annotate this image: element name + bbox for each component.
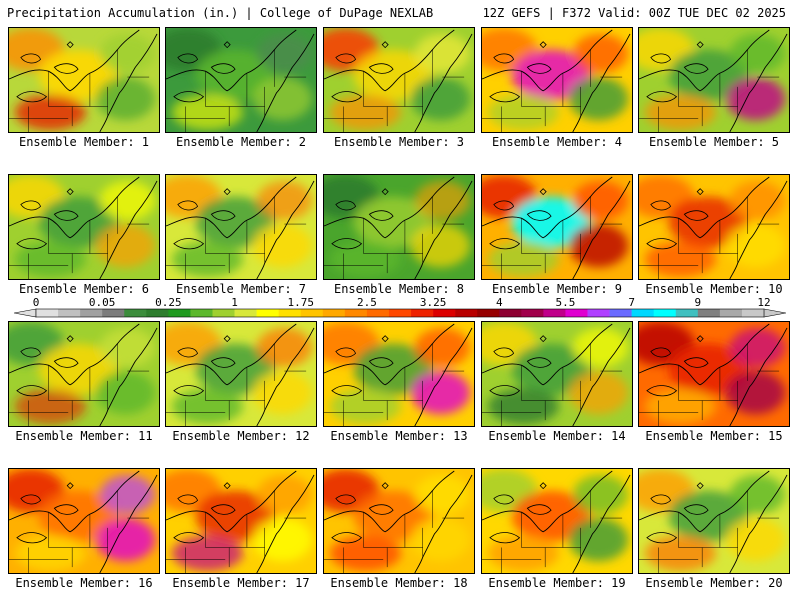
colorbar-swatch bbox=[322, 309, 346, 317]
ensemble-member-label: Ensemble Member: 12 bbox=[172, 429, 310, 443]
colorbar-swatch bbox=[499, 309, 522, 317]
colorbar-tick-label: 0.05 bbox=[89, 296, 116, 309]
colorbar-swatch bbox=[124, 309, 147, 317]
colorbar-tick-label: 0.25 bbox=[155, 296, 182, 309]
colorbar-swatch bbox=[521, 309, 544, 317]
ensemble-map-19 bbox=[481, 468, 633, 574]
ensemble-map-13 bbox=[323, 321, 475, 427]
ensemble-member-label: Ensemble Member: 11 bbox=[15, 429, 153, 443]
ensemble-member-label: Ensemble Member: 2 bbox=[175, 135, 307, 149]
colorbar-tick-label: 9 bbox=[695, 296, 702, 309]
ensemble-member-label: Ensemble Member: 15 bbox=[645, 429, 783, 443]
colorbar-tick-label: 2.5 bbox=[357, 296, 377, 309]
colorbar-tick-label: 1.75 bbox=[287, 296, 314, 309]
colorbar-tick-label: 0 bbox=[33, 296, 40, 309]
colorbar-tick-label: 4 bbox=[496, 296, 503, 309]
ensemble-map-15 bbox=[638, 321, 790, 427]
colorbar-tick-label: 5.5 bbox=[556, 296, 576, 309]
ensemble-member-label: Ensemble Member: 16 bbox=[15, 576, 153, 590]
precipitation-colorbar: 0 0.05 0.25 1 1.75 2.5 3.25 4 5.5 7 9 12 bbox=[14, 296, 786, 320]
colorbar-tick-label: 3.25 bbox=[420, 296, 447, 309]
colorbar-swatch bbox=[719, 309, 743, 317]
ensemble-map-20 bbox=[638, 468, 790, 574]
colorbar-swatch bbox=[168, 309, 191, 317]
colorbar-swatch bbox=[697, 309, 721, 317]
colorbar-swatch bbox=[455, 309, 478, 317]
colorbar-swatch bbox=[609, 309, 632, 317]
colorbar-swatch bbox=[300, 309, 324, 317]
ensemble-map-5 bbox=[638, 27, 790, 133]
ensemble-member-label: Ensemble Member: 9 bbox=[491, 282, 623, 296]
colorbar-swatch bbox=[411, 309, 434, 317]
colorbar-swatch bbox=[36, 309, 59, 317]
colorbar-swatch bbox=[366, 309, 390, 317]
ensemble-map-9 bbox=[481, 174, 633, 280]
ensemble-member-label: Ensemble Member: 14 bbox=[488, 429, 626, 443]
ensemble-member-label: Ensemble Member: 18 bbox=[330, 576, 468, 590]
colorbar-swatch bbox=[234, 309, 257, 317]
colorbar-tick-label: 1 bbox=[231, 296, 238, 309]
colorbar-swatch bbox=[631, 309, 654, 317]
colorbar-swatch bbox=[675, 309, 699, 317]
ensemble-member-label: Ensemble Member: 7 bbox=[175, 282, 307, 296]
ensemble-map-17 bbox=[165, 468, 317, 574]
ensemble-member-label: Ensemble Member: 3 bbox=[333, 135, 465, 149]
colorbar-swatch bbox=[565, 309, 588, 317]
ensemble-member-label: Ensemble Member: 13 bbox=[330, 429, 468, 443]
colorbar-swatch bbox=[256, 309, 279, 317]
colorbar-swatch bbox=[543, 309, 566, 317]
colorbar-swatch bbox=[102, 309, 125, 317]
model-valid-time: 12Z GEFS | F372 Valid: 00Z TUE DEC 02 20… bbox=[482, 6, 786, 20]
colorbar-swatch bbox=[212, 309, 235, 317]
ensemble-map-12 bbox=[165, 321, 317, 427]
colorbar-swatch bbox=[587, 309, 610, 317]
colorbar-swatch bbox=[58, 309, 81, 317]
ensemble-map-16 bbox=[8, 468, 160, 574]
ensemble-member-label: Ensemble Member: 8 bbox=[333, 282, 465, 296]
colorbar-swatch bbox=[190, 309, 213, 317]
ensemble-member-label: Ensemble Member: 10 bbox=[645, 282, 783, 296]
ensemble-member-label: Ensemble Member: 6 bbox=[18, 282, 150, 296]
colorbar-swatch bbox=[344, 309, 368, 317]
ensemble-member-label: Ensemble Member: 5 bbox=[648, 135, 780, 149]
ensemble-map-18 bbox=[323, 468, 475, 574]
ensemble-map-6 bbox=[8, 174, 160, 280]
colorbar-swatch bbox=[653, 309, 677, 317]
ensemble-map-10 bbox=[638, 174, 790, 280]
ensemble-member-label: Ensemble Member: 4 bbox=[491, 135, 623, 149]
ensemble-member-label: Ensemble Member: 20 bbox=[645, 576, 783, 590]
ensemble-map-3 bbox=[323, 27, 475, 133]
colorbar-swatch bbox=[278, 309, 302, 317]
ensemble-member-label: Ensemble Member: 17 bbox=[172, 576, 310, 590]
colorbar-swatch bbox=[146, 309, 169, 317]
ensemble-map-1 bbox=[8, 27, 160, 133]
ensemble-map-2 bbox=[165, 27, 317, 133]
colorbar-tick-label: 7 bbox=[628, 296, 635, 309]
colorbar-swatch bbox=[433, 309, 456, 317]
ensemble-map-11 bbox=[8, 321, 160, 427]
ensemble-member-label: Ensemble Member: 19 bbox=[488, 576, 626, 590]
ensemble-map-4 bbox=[481, 27, 633, 133]
colorbar-swatch bbox=[388, 309, 412, 317]
ensemble-map-7 bbox=[165, 174, 317, 280]
ensemble-map-8 bbox=[323, 174, 475, 280]
ensemble-map-14 bbox=[481, 321, 633, 427]
colorbar-swatch bbox=[80, 309, 103, 317]
colorbar-swatch bbox=[741, 309, 765, 317]
colorbar-tick-label: 12 bbox=[757, 296, 770, 309]
ensemble-member-label: Ensemble Member: 1 bbox=[18, 135, 150, 149]
chart-title: Precipitation Accumulation (in.) | Colle… bbox=[7, 6, 434, 20]
colorbar-swatch bbox=[477, 309, 500, 317]
